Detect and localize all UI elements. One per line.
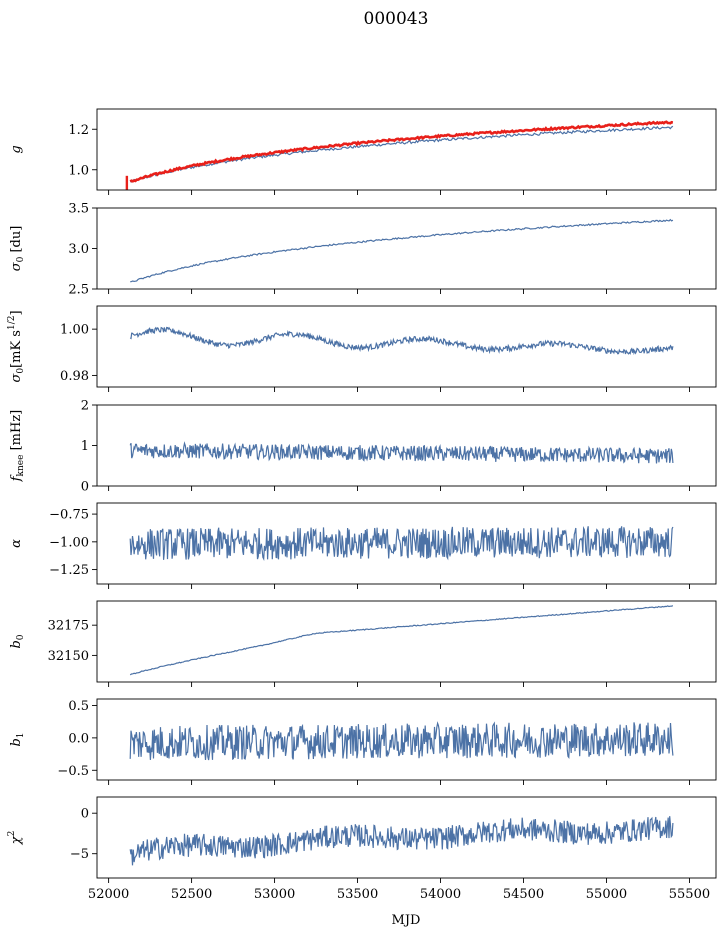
y-axis-label-b0: b0 bbox=[9, 634, 26, 648]
y-axis-label-unit: [du] bbox=[9, 226, 24, 257]
y-axis-label-unit: [mHz] bbox=[9, 410, 24, 455]
y-tick-label: 32150 bbox=[48, 649, 89, 664]
y-axis-label-symbol: f bbox=[9, 474, 24, 482]
y-axis-label-chi2: χ2 bbox=[7, 831, 24, 846]
y-tick-label: 0.5 bbox=[68, 699, 89, 714]
y-axis-label-sigma0mk: σ0[mK s1/2] bbox=[7, 310, 26, 382]
y-tick-label: −5 bbox=[70, 847, 89, 862]
panel-b0: 32150 32175 b0 bbox=[9, 600, 717, 687]
y-tick-label: −1.25 bbox=[49, 563, 89, 578]
y-axis-label-subscript: 0 bbox=[16, 368, 26, 374]
y-tick-label: 1.00 bbox=[60, 323, 89, 338]
panel-g: 1.0 1.2 g bbox=[9, 108, 717, 195]
x-tick-label: 54500 bbox=[503, 887, 544, 902]
series-line-alpha bbox=[129, 525, 674, 561]
y-tick-label: 2 bbox=[81, 399, 89, 414]
y-axis-label-symbol: σ bbox=[9, 261, 24, 271]
y-tick-label: 3.0 bbox=[68, 242, 89, 257]
series-line-sigma0du bbox=[130, 218, 674, 283]
x-tick-label: 53000 bbox=[254, 887, 295, 902]
y-tick-label: 3.5 bbox=[68, 202, 89, 217]
x-tick-label: 53500 bbox=[337, 887, 378, 902]
panel-fknee: 0 1 2 fknee [mHz] bbox=[9, 399, 717, 495]
panel-frame bbox=[96, 600, 717, 683]
panel-alpha: −1.25 −1.00 −0.75 α bbox=[9, 502, 717, 589]
y-axis-label-superscript: 2 bbox=[7, 831, 17, 837]
series-line-chi2 bbox=[129, 816, 674, 866]
y-axis-label-subscript: knee bbox=[16, 455, 26, 477]
x-tick-label: 54000 bbox=[420, 887, 461, 902]
x-axis-label: MJD bbox=[392, 913, 421, 928]
y-axis-label-superscript: 1/2 bbox=[7, 316, 17, 330]
y-tick-label: 1.2 bbox=[68, 123, 89, 138]
y-axis-label-sigma0du: σ0 [du] bbox=[9, 226, 26, 272]
overlay-line-g bbox=[129, 120, 674, 183]
y-tick-label: 1 bbox=[81, 439, 89, 454]
y-tick-label: 0 bbox=[81, 807, 89, 822]
panel-frame bbox=[96, 796, 717, 879]
panel-sigma0du: 2.5 3.0 3.5 σ0 [du] bbox=[9, 202, 717, 298]
y-axis-label-fknee: fknee [mHz] bbox=[9, 410, 26, 483]
series-line-sigma0mk bbox=[129, 326, 674, 356]
y-tick-label: 0.0 bbox=[68, 731, 89, 746]
series-line-fknee bbox=[129, 441, 674, 464]
y-tick-label: 32175 bbox=[48, 619, 89, 634]
panel-frame bbox=[96, 108, 717, 191]
y-tick-label: 1.0 bbox=[68, 163, 89, 178]
x-tick-label: 52500 bbox=[171, 887, 212, 902]
panel-frame bbox=[96, 502, 717, 585]
y-tick-label: 2.5 bbox=[68, 283, 89, 298]
y-axis-label-symbol: α bbox=[9, 539, 24, 548]
panel-frame bbox=[96, 207, 717, 290]
y-tick-label: −0.75 bbox=[49, 508, 89, 523]
y-axis-label-symbol: g bbox=[9, 145, 24, 153]
x-tick-label: 55000 bbox=[586, 887, 627, 902]
y-axis-label-alpha: α bbox=[9, 539, 24, 548]
y-tick-label: 0 bbox=[81, 480, 89, 495]
y-tick-label: −0.5 bbox=[57, 764, 89, 779]
y-axis-label-symbol: b bbox=[9, 738, 24, 746]
y-tick-label: 0.98 bbox=[60, 369, 89, 384]
series-line-b0 bbox=[129, 605, 674, 676]
y-axis-label-subscript: 1 bbox=[16, 732, 26, 738]
y-axis-label-subscript: 0 bbox=[16, 634, 26, 640]
series-line-b1 bbox=[129, 721, 674, 761]
panel-sigma0mk: 0.98 1.00 σ0[mK s1/2] bbox=[7, 305, 717, 392]
y-axis-label-subscript: 0 bbox=[16, 256, 26, 262]
y-axis-label-symbol: χ bbox=[9, 835, 24, 845]
panel-frame bbox=[96, 698, 717, 781]
series-line-g bbox=[129, 125, 674, 183]
panel-frame bbox=[96, 305, 717, 388]
panel-chi2: −5 0 52000 52500 53000 53500 54000 54500 55000 55… bbox=[7, 796, 717, 902]
y-tick-label: −1.00 bbox=[49, 535, 89, 550]
x-tick-label: 52000 bbox=[88, 887, 129, 902]
x-tick-label: 55500 bbox=[669, 887, 710, 902]
y-axis-label-symbol: σ bbox=[9, 373, 24, 383]
panel-b1: −0.5 0.0 0.5 b1 bbox=[9, 698, 717, 785]
y-axis-label-end: ] bbox=[9, 310, 24, 315]
y-axis-label-symbol: b bbox=[9, 640, 24, 648]
y-axis-label-b1: b1 bbox=[9, 732, 26, 746]
chart-title: 000043 bbox=[364, 9, 429, 29]
y-axis-label-g: g bbox=[9, 145, 24, 153]
y-axis-label-unit: [mK s bbox=[9, 330, 24, 368]
